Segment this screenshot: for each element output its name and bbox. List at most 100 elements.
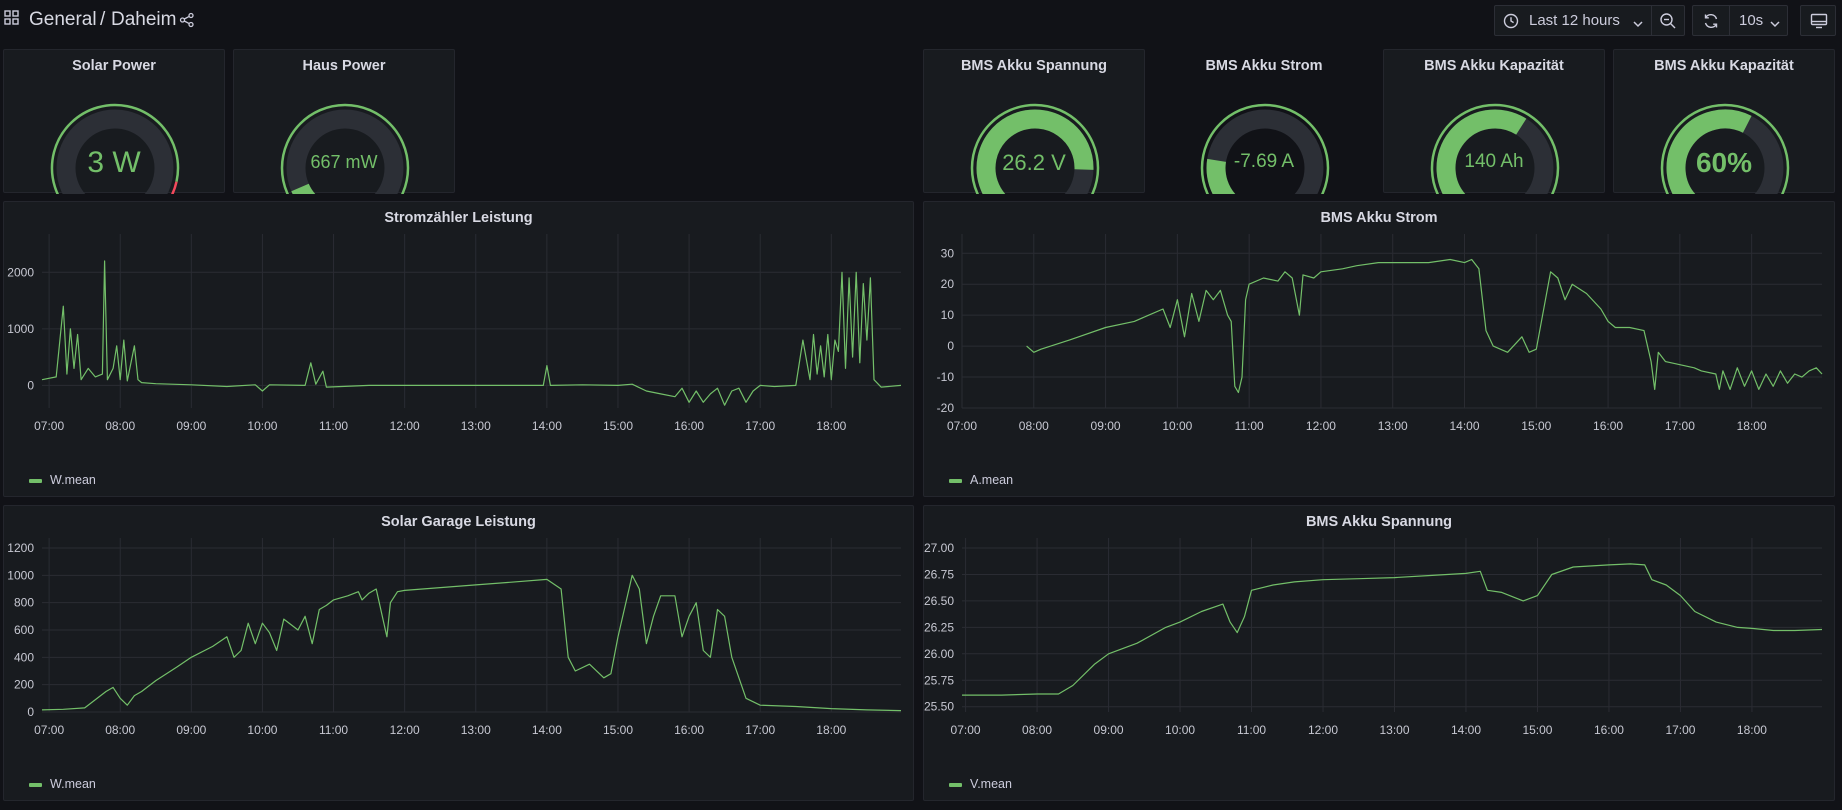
gauge-panel-bms-akku-strom[interactable]: BMS Akku Strom -7.69 A — [1153, 49, 1375, 194]
x-tick-label: 18:00 — [1737, 723, 1767, 737]
x-tick-label: 15:00 — [603, 723, 633, 737]
gauge-panel-solar-power[interactable]: Solar Power 3 W — [3, 49, 225, 194]
x-tick-label: 16:00 — [674, 419, 704, 433]
y-tick-label: 1000 — [7, 568, 34, 582]
legend-swatch — [29, 478, 42, 483]
top-bar: General / Daheim Last 12 hours 10s — [0, 0, 1842, 42]
threshold-arc-green — [1660, 103, 1790, 194]
x-tick-label: 12:00 — [390, 723, 420, 737]
breadcrumb-folder[interactable]: General — [29, 9, 97, 30]
gauge — [280, 103, 410, 194]
y-tick-label: 0 — [947, 339, 954, 353]
x-tick-label: 09:00 — [176, 419, 206, 433]
x-tick-label: 11:00 — [319, 723, 348, 737]
time-series-chart: 0 200 400 600 800 1000 1200 07:00 08:00 09:00 10:0… — [7, 538, 902, 737]
x-tick-label: 17:00 — [1665, 723, 1695, 737]
time-picker[interactable]: Last 12 hours — [1494, 5, 1685, 36]
y-tick-label: 200 — [14, 678, 34, 692]
legend-item[interactable]: W.mean — [29, 777, 96, 791]
legend-label: V.mean — [970, 777, 1012, 791]
x-tick-label: 12:00 — [1306, 419, 1336, 433]
x-tick-label: 11:00 — [1237, 723, 1266, 737]
x-tick-label: 17:00 — [745, 419, 775, 433]
legend-item[interactable]: W.mean — [29, 473, 96, 487]
dashboard-title[interactable]: Daheim — [111, 9, 177, 30]
y-tick-label: 26.50 — [924, 594, 954, 608]
legend-label: W.mean — [50, 777, 96, 791]
legend-swatch — [29, 782, 42, 787]
legend-item[interactable]: A.mean — [949, 473, 1013, 487]
x-tick-label: 08:00 — [1022, 723, 1052, 737]
x-tick-label: 15:00 — [603, 419, 633, 433]
chart-panel-stromzaehler-leistung[interactable]: Stromzähler Leistung 0 1000 2000 07:00 08:00… — [3, 201, 914, 497]
x-tick-label: 09:00 — [1094, 723, 1124, 737]
y-tick-label: 25.75 — [924, 673, 954, 687]
threshold-arc-green — [1430, 103, 1560, 194]
refresh-icon[interactable] — [1702, 12, 1720, 35]
x-tick-label: 11:00 — [1235, 419, 1264, 433]
legend-swatch — [949, 782, 962, 787]
x-tick-label: 16:00 — [674, 723, 704, 737]
y-tick-label: 0 — [27, 705, 34, 719]
x-tick-label: 13:00 — [1378, 419, 1408, 433]
chevron-down-icon — [1769, 16, 1781, 34]
x-tick-label: 17:00 — [745, 723, 775, 737]
x-tick-label: 12:00 — [390, 419, 420, 433]
threshold-arc-red — [170, 181, 178, 194]
x-tick-label: 10:00 — [247, 723, 277, 737]
panel-title: BMS Akku Kapazität — [1424, 58, 1564, 74]
time-series-chart: -20 -10 0 10 20 30 07:00 08:00 09:00 10:00 11:00 12… — [937, 234, 1823, 433]
panel-title: BMS Akku Spannung — [960, 58, 1108, 74]
y-tick-label: 0 — [27, 378, 34, 392]
time-series-chart: 0 1000 2000 07:00 08:00 09:00 10:00 11:00 12:00 1… — [7, 234, 902, 433]
y-tick-label: 26.00 — [924, 647, 954, 661]
chart-panel-solar-garage-leistung[interactable]: Solar Garage Leistung 0 200 400 600 800 1000 1… — [3, 505, 914, 801]
clock-icon — [1503, 13, 1519, 34]
apps-grid-icon[interactable] — [4, 10, 19, 25]
zoom-out-icon[interactable] — [1659, 12, 1677, 35]
y-tick-label: 600 — [14, 623, 34, 637]
panel-title: Haus Power — [302, 58, 386, 74]
x-tick-label: 18:00 — [816, 723, 846, 737]
x-tick-label: 18:00 — [816, 419, 846, 433]
divider — [1651, 6, 1652, 35]
gauge-value-arc — [976, 109, 1094, 194]
gauge-value: 140 Ah — [1464, 151, 1524, 172]
gauge-track — [56, 109, 174, 194]
refresh-picker[interactable]: 10s — [1692, 5, 1788, 36]
gauge-panel-bms-akku-spannung[interactable]: BMS Akku Spannung 26.2 V — [923, 49, 1145, 194]
gauge-value: 26.2 V — [1002, 150, 1066, 175]
x-tick-label: 07:00 — [34, 419, 64, 433]
x-tick-label: 13:00 — [461, 723, 491, 737]
chart-panel-bms-akku-strom[interactable]: BMS Akku Strom -20 -10 0 10 20 30 07:00 08:00 09… — [923, 201, 1835, 497]
panel-title: BMS Akku Spannung — [1305, 514, 1453, 530]
x-tick-label: 07:00 — [951, 723, 981, 737]
gauge-value: 667 mW — [310, 152, 378, 172]
y-tick-label: 1000 — [7, 322, 34, 336]
panel-title: Stromzähler Leistung — [384, 210, 533, 226]
tv-mode-button[interactable] — [1800, 5, 1836, 36]
gauge-panel-bms-akku-kapazitaet-ah[interactable]: BMS Akku Kapazität 140 Ah — [1383, 49, 1605, 194]
x-tick-label: 13:00 — [461, 419, 491, 433]
x-tick-label: 10:00 — [1165, 723, 1195, 737]
x-tick-label: 18:00 — [1737, 419, 1767, 433]
x-tick-label: 17:00 — [1665, 419, 1695, 433]
x-tick-label: 16:00 — [1594, 723, 1624, 737]
x-tick-label: 08:00 — [1019, 419, 1049, 433]
x-tick-label: 07:00 — [34, 723, 64, 737]
legend-swatch — [949, 478, 962, 483]
threshold-arc-green — [50, 103, 180, 194]
gauge-panel-bms-akku-kapazitaet-pct[interactable]: BMS Akku Kapazität 60% — [1613, 49, 1835, 194]
chevron-down-icon — [1632, 16, 1644, 34]
legend-item[interactable]: V.mean — [949, 777, 1012, 791]
gauge-panel-haus-power[interactable]: Haus Power 667 mW — [233, 49, 455, 194]
x-tick-label: 14:00 — [1451, 723, 1481, 737]
chart-panel-bms-akku-spannung[interactable]: BMS Akku Spannung 25.50 25.75 26.00 26.25 26… — [923, 505, 1835, 801]
refresh-interval-label: 10s — [1739, 12, 1764, 29]
share-icon[interactable] — [179, 12, 195, 28]
divider — [1729, 6, 1730, 35]
y-tick-label: 10 — [941, 308, 955, 322]
x-tick-label: 14:00 — [532, 419, 562, 433]
gauge-value-arc — [1666, 109, 1752, 194]
gauge — [1200, 103, 1330, 194]
